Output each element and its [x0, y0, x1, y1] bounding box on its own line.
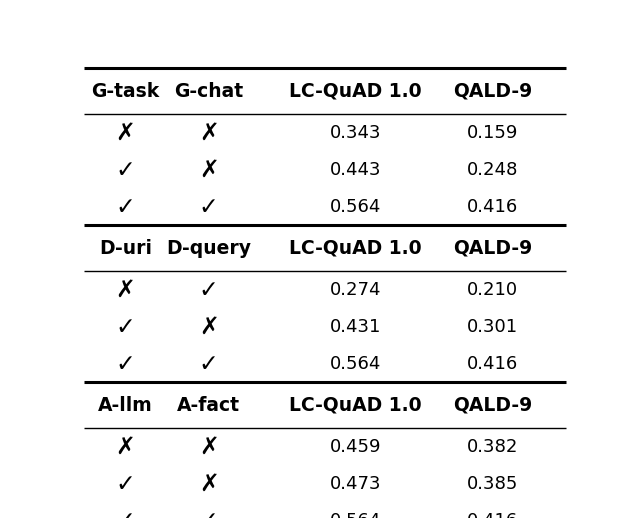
Text: D-query: D-query — [166, 239, 252, 258]
Text: 0.443: 0.443 — [330, 161, 382, 179]
Text: A-fact: A-fact — [178, 396, 240, 415]
Text: ✗: ✗ — [116, 435, 135, 459]
Text: ✗: ✗ — [116, 278, 135, 301]
Text: 0.416: 0.416 — [467, 198, 518, 215]
Text: ✓: ✓ — [116, 157, 135, 182]
Text: ✗: ✗ — [199, 121, 219, 145]
Text: LC-QuAD 1.0: LC-QuAD 1.0 — [289, 239, 422, 258]
Text: ✗: ✗ — [199, 472, 219, 496]
Text: 0.564: 0.564 — [330, 198, 382, 215]
Text: LC-QuAD 1.0: LC-QuAD 1.0 — [289, 396, 422, 415]
Text: ✗: ✗ — [199, 315, 219, 339]
Text: ✗: ✗ — [116, 121, 135, 145]
Text: 0.248: 0.248 — [467, 161, 519, 179]
Text: 0.459: 0.459 — [330, 438, 382, 456]
Text: ✓: ✓ — [116, 315, 135, 339]
Text: ✓: ✓ — [116, 195, 135, 219]
Text: G-task: G-task — [92, 81, 160, 100]
Text: D-uri: D-uri — [99, 239, 152, 258]
Text: 0.301: 0.301 — [467, 318, 518, 336]
Text: 0.564: 0.564 — [330, 355, 382, 373]
Text: ✓: ✓ — [116, 509, 135, 518]
Text: QALD-9: QALD-9 — [453, 239, 533, 258]
Text: A-llm: A-llm — [98, 396, 153, 415]
Text: ✓: ✓ — [199, 509, 219, 518]
Text: ✓: ✓ — [116, 472, 135, 496]
Text: ✓: ✓ — [116, 352, 135, 376]
Text: LC-QuAD 1.0: LC-QuAD 1.0 — [289, 81, 422, 100]
Text: ✗: ✗ — [199, 435, 219, 459]
Text: QALD-9: QALD-9 — [453, 396, 533, 415]
Text: 0.473: 0.473 — [330, 475, 382, 493]
Text: 0.159: 0.159 — [467, 124, 519, 141]
Text: 0.274: 0.274 — [330, 281, 382, 299]
Text: 0.416: 0.416 — [467, 512, 518, 518]
Text: 0.431: 0.431 — [330, 318, 382, 336]
Text: ✓: ✓ — [199, 352, 219, 376]
Text: ✓: ✓ — [199, 278, 219, 301]
Text: 0.385: 0.385 — [467, 475, 519, 493]
Text: ✓: ✓ — [199, 195, 219, 219]
Text: G-chat: G-chat — [174, 81, 243, 100]
Text: QALD-9: QALD-9 — [453, 81, 533, 100]
Text: 0.564: 0.564 — [330, 512, 382, 518]
Text: 0.382: 0.382 — [467, 438, 519, 456]
Text: 0.343: 0.343 — [330, 124, 382, 141]
Text: ✗: ✗ — [199, 157, 219, 182]
Text: 0.416: 0.416 — [467, 355, 518, 373]
Text: 0.210: 0.210 — [467, 281, 518, 299]
